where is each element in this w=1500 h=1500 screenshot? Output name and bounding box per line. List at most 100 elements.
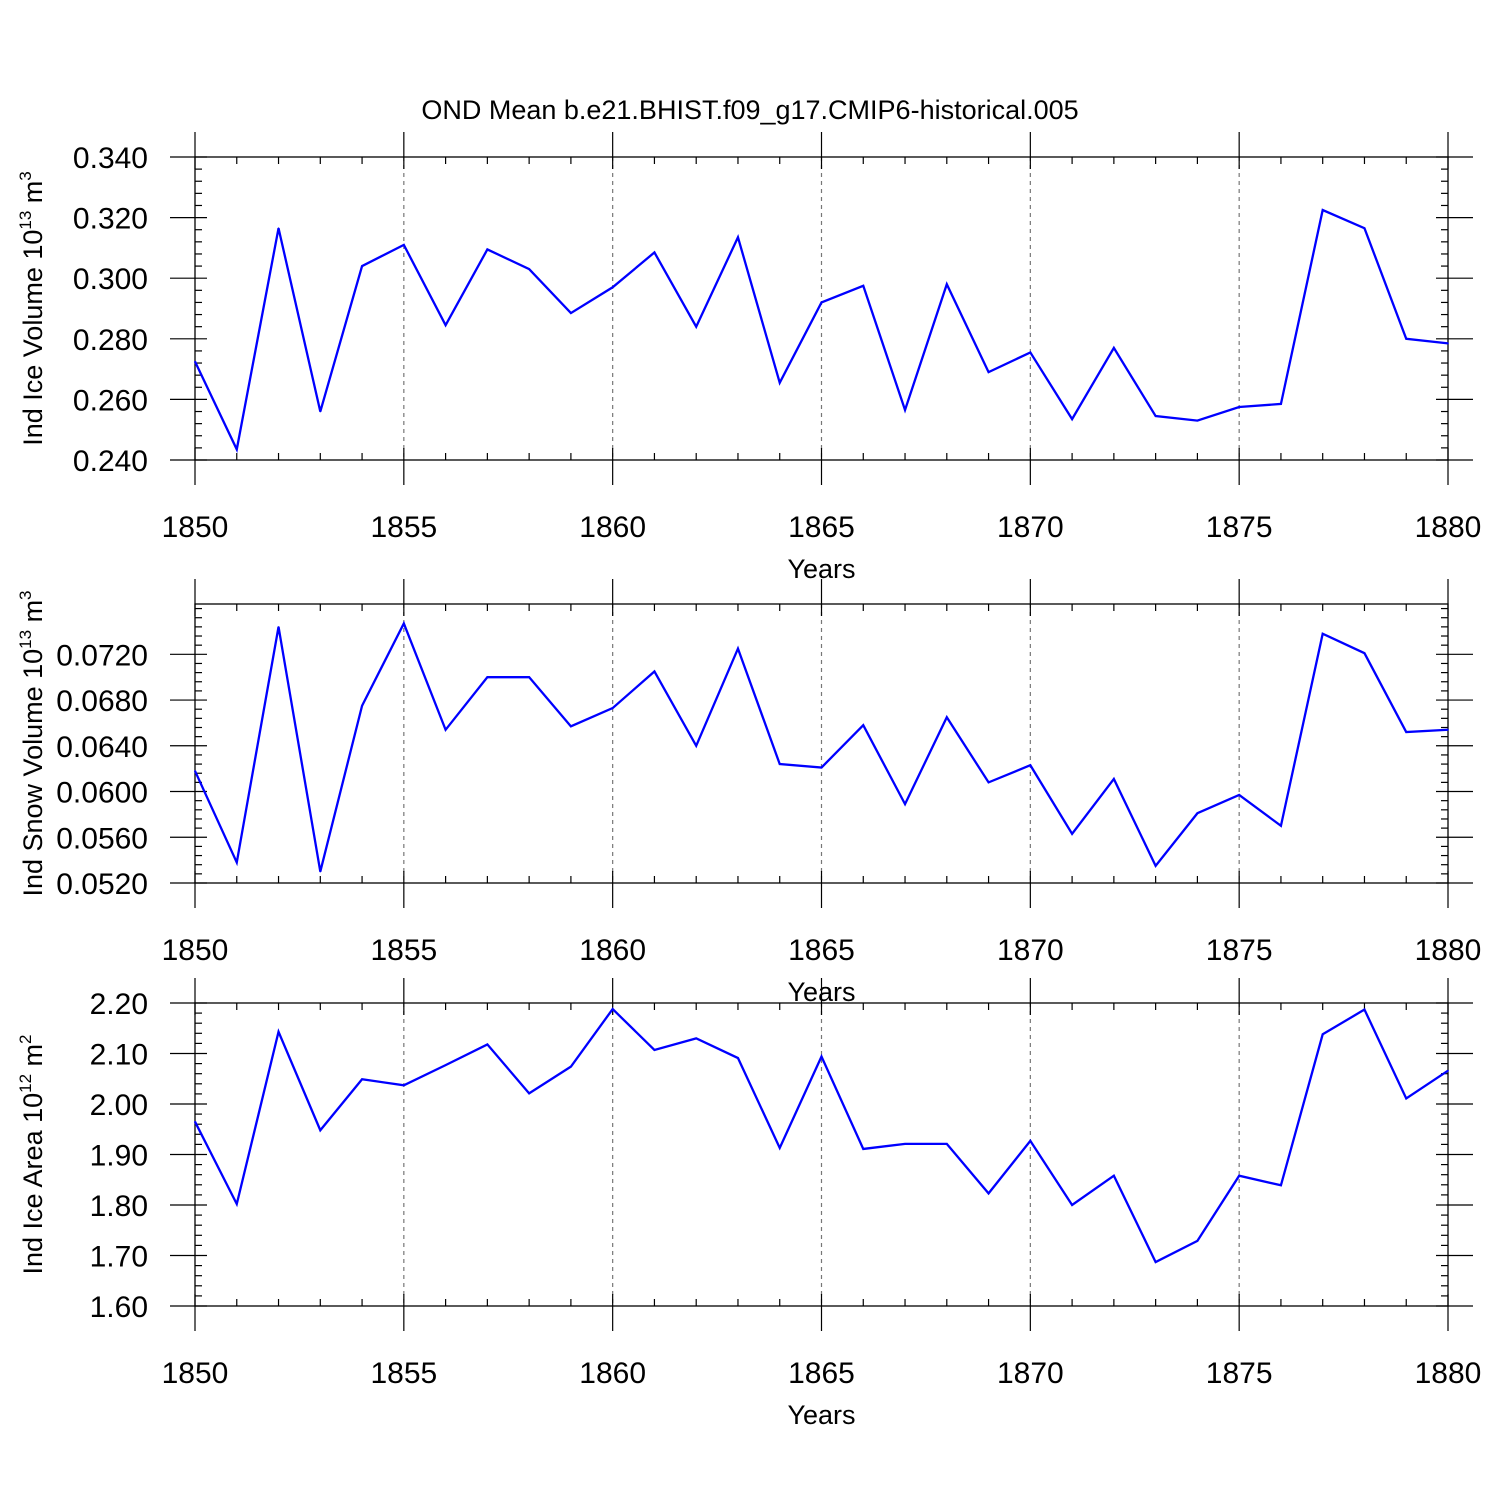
- data-point: [486, 248, 489, 251]
- data-point: [778, 763, 781, 765]
- data-point: [862, 284, 865, 287]
- y-tick-label: 1.60: [90, 1291, 148, 1324]
- y-tick-label: 0.0680: [56, 685, 148, 718]
- data-point: [1363, 652, 1366, 654]
- data-point: [277, 626, 280, 628]
- data-point: [1113, 1174, 1115, 1177]
- y-tick-label: 0.280: [73, 324, 148, 357]
- data-point: [904, 1143, 906, 1145]
- y-axis-title-exponent: 12: [16, 1074, 35, 1093]
- data-point: [1321, 209, 1324, 211]
- data-point: [528, 268, 530, 270]
- y-tick-label: 0.260: [73, 384, 148, 417]
- data-point: [486, 676, 489, 678]
- x-tick-label: 1875: [1206, 934, 1273, 967]
- y-tick-label: 2.00: [90, 1089, 148, 1122]
- data-point: [1280, 825, 1282, 827]
- data-point: [862, 724, 865, 727]
- data-point: [737, 647, 739, 650]
- data-point: [194, 770, 196, 772]
- data-point: [862, 1148, 865, 1150]
- y-tick-label: 1.70: [90, 1241, 148, 1274]
- data-point: [820, 1055, 823, 1058]
- y-axis-title-unit-exponent: 3: [16, 171, 35, 180]
- data-point: [235, 1203, 238, 1205]
- y-axis-title-unit-exponent: 2: [16, 1034, 35, 1043]
- y-axis-title-main: Ind Snow Volume 10: [18, 649, 48, 897]
- data-point: [1029, 351, 1032, 354]
- data-point: [778, 381, 781, 384]
- y-tick-label: 0.0720: [56, 639, 148, 672]
- data-point: [904, 409, 906, 411]
- data-point: [946, 1143, 948, 1145]
- data-point: [653, 251, 656, 254]
- panel-2: 0.0520 0.0560 0.0600 0.0640 0.0680 0.0720 1850…: [16, 579, 1481, 1007]
- data-point: [1405, 731, 1408, 733]
- data-point: [444, 728, 447, 731]
- data-point: [1280, 1184, 1282, 1187]
- data-point: [987, 371, 990, 373]
- data-point: [653, 670, 656, 673]
- data-point: [1029, 1140, 1032, 1142]
- data-point: [1405, 338, 1408, 340]
- data-point: [194, 1120, 196, 1123]
- data-point: [570, 725, 572, 728]
- x-tick-label: 1875: [1206, 511, 1273, 544]
- y-tick-label: 0.0560: [56, 822, 148, 855]
- data-point: [695, 1037, 697, 1040]
- data-point: [1196, 419, 1199, 422]
- x-tick-label: 1850: [162, 1357, 229, 1390]
- y-tick-label: 0.0520: [56, 868, 148, 901]
- data-point: [987, 781, 990, 784]
- data-point: [444, 1064, 447, 1066]
- data-point: [1321, 1033, 1324, 1036]
- x-tick-label: 1865: [788, 511, 855, 544]
- y-tick-label: 0.0640: [56, 731, 148, 764]
- data-point: [778, 1147, 781, 1149]
- data-point: [737, 236, 739, 239]
- x-tick-label: 1880: [1415, 934, 1482, 967]
- data-point: [1071, 833, 1073, 835]
- y-axis-title-unit: m: [18, 181, 48, 211]
- x-tick-label: 1855: [370, 1357, 437, 1390]
- y-tick-label: 1.90: [90, 1140, 148, 1173]
- y-tick-label: 2.10: [90, 1039, 148, 1072]
- y-tick-label: 0.320: [73, 203, 148, 236]
- x-tick-label: 1860: [579, 1357, 646, 1390]
- data-point: [403, 244, 405, 246]
- data-point: [528, 1092, 530, 1095]
- x-tick-label: 1865: [788, 1357, 855, 1390]
- data-point: [277, 227, 280, 230]
- data-point: [403, 1084, 405, 1087]
- data-point: [820, 766, 823, 769]
- x-axis-title: Years: [787, 1400, 855, 1430]
- data-point: [1238, 794, 1240, 796]
- y-axis-title-unit: m: [18, 600, 48, 630]
- data-point: [1196, 812, 1199, 815]
- data-point: [1363, 227, 1366, 230]
- data-point: [444, 324, 447, 326]
- x-tick-label: 1880: [1415, 511, 1482, 544]
- data-point: [528, 676, 530, 678]
- data-point: [737, 1057, 739, 1059]
- data-point: [235, 448, 238, 451]
- data-point: [1238, 406, 1240, 408]
- data-point: [319, 870, 322, 873]
- data-point: [1447, 1069, 1449, 1072]
- data-point: [403, 622, 405, 625]
- data-point: [1447, 728, 1449, 731]
- data-point: [695, 325, 697, 328]
- data-point: [1113, 778, 1115, 780]
- y-axis-title-exponent: 13: [16, 630, 35, 649]
- data-point: [570, 312, 572, 314]
- data-point: [1447, 342, 1449, 345]
- data-point: [1113, 347, 1115, 349]
- data-point: [611, 286, 614, 289]
- data-point: [904, 803, 906, 805]
- data-point: [987, 1192, 990, 1195]
- data-point: [1029, 764, 1032, 767]
- data-point: [361, 1078, 363, 1081]
- data-point: [486, 1043, 489, 1046]
- data-point: [653, 1049, 656, 1051]
